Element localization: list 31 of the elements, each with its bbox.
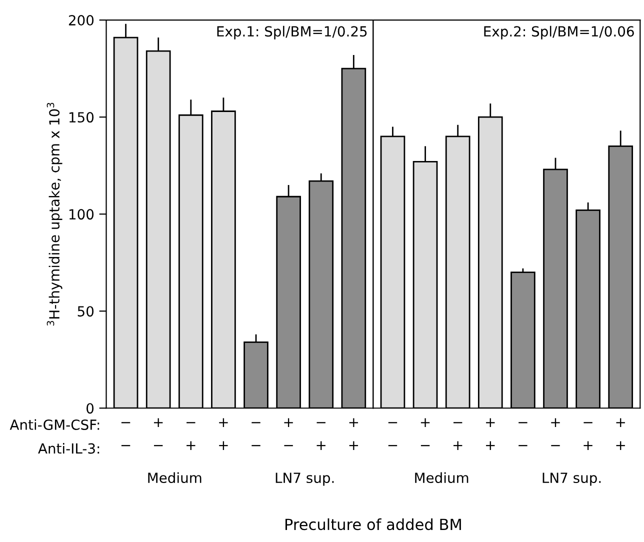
- y-tick-label: 50: [78, 306, 94, 317]
- chart-title: Exp.1: Spl/BM=1/0.25: [217, 26, 367, 40]
- text: LN7 sup.: [542, 472, 601, 486]
- x-tick-label: + +: [219, 418, 228, 450]
- category-label: − +: [316, 422, 326, 450]
- category-label: + −: [420, 418, 430, 446]
- category-label: − +: [584, 422, 592, 450]
- y-tick-label: 200: [68, 15, 94, 26]
- category-label: + −: [551, 418, 560, 446]
- y-tick-label: 100: [69, 209, 94, 220]
- chart-title: Exp.2: Spl/BM=1/0.06: [484, 26, 634, 40]
- category-label: − −: [252, 422, 260, 446]
- category-label: + −: [284, 418, 293, 446]
- text: Medium: [148, 472, 202, 484]
- y-axis-title: $^{3}$H-thymidine uptake, cpm x 10$^{3}$: [46, 102, 62, 326]
- x-tick-label: + +: [486, 418, 495, 450]
- y-tick-label: 0: [86, 403, 94, 414]
- category-label: − +: [186, 422, 196, 450]
- text: Anti-GM-CSF:: [10, 419, 100, 430]
- x-tick-label: + +: [616, 418, 625, 450]
- category-label: − −: [518, 422, 528, 446]
- text: Anti-IL-3:: [38, 442, 100, 454]
- x-axis-title: Preculture of added BM: [285, 518, 461, 530]
- category-label: − +: [453, 422, 462, 450]
- y-tick-label: 150: [69, 112, 94, 123]
- category-label: + −: [154, 418, 163, 446]
- category-label: − −: [121, 422, 130, 446]
- text: LN7 sup.: [276, 472, 334, 486]
- x-tick-label: + +: [349, 418, 358, 450]
- text: Medium: [415, 472, 468, 484]
- category-label: − −: [388, 422, 398, 446]
